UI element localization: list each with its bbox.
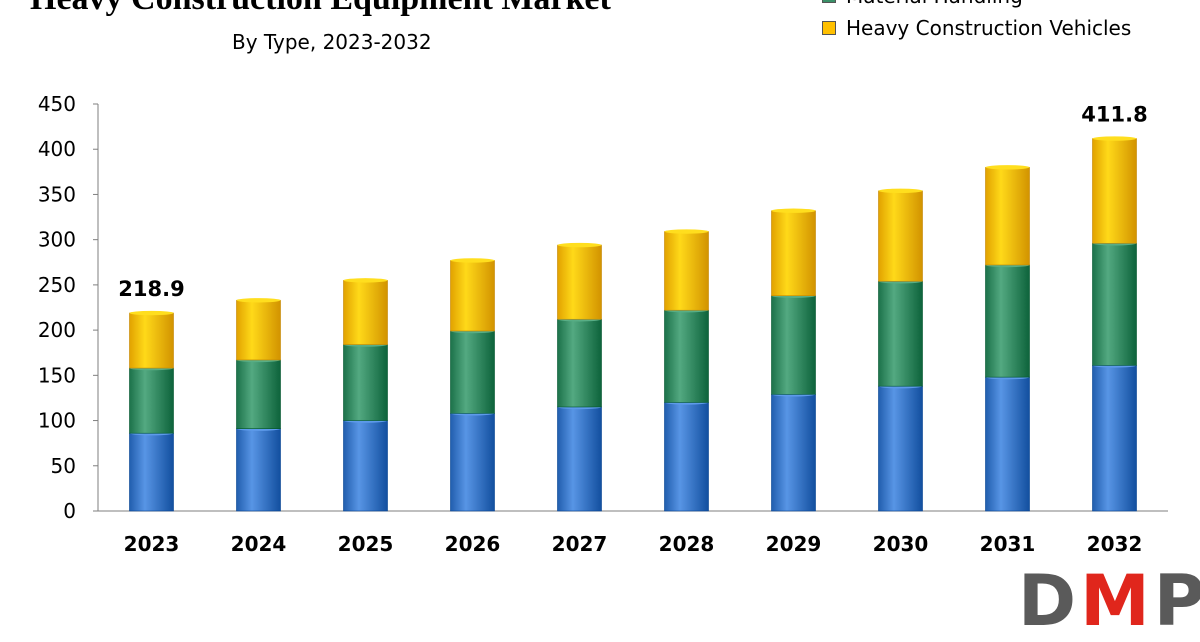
bar-2028-series-1	[664, 309, 709, 403]
bar-cap-2029-series-2	[771, 208, 816, 213]
bar-cap-2024-series-2	[236, 298, 281, 303]
x-tick-label-2027: 2027	[552, 532, 608, 556]
y-tick-label-150: 150	[38, 363, 76, 387]
bar-2029-series-2	[771, 210, 816, 297]
x-tick-label-2026: 2026	[445, 532, 501, 556]
y-tick-label-400: 400	[38, 137, 76, 161]
bar-2026-series-0	[450, 413, 495, 512]
bar-2028-series-2	[664, 231, 709, 311]
y-tick-label-0: 0	[63, 499, 76, 523]
legend-swatch-heavy-construction-vehicles	[822, 21, 836, 35]
bar-2025-series-0	[343, 420, 388, 512]
bar-2024-series-2	[236, 299, 281, 361]
legend-item-heavy-construction-vehicles: Heavy Construction Vehicles	[822, 12, 1131, 44]
logo-letter-d: D	[1018, 560, 1081, 642]
y-tick-label-100: 100	[38, 409, 76, 433]
bar-2028-series-0	[664, 402, 709, 512]
bar-2025-series-1	[343, 344, 388, 421]
bar-2023-series-2	[129, 312, 174, 369]
y-tick-label-350: 350	[38, 182, 76, 206]
bar-2031-series-0	[985, 376, 1030, 512]
x-tick-label-2031: 2031	[980, 532, 1036, 556]
bar-2027-series-1	[557, 318, 602, 408]
bar-2032-series-2	[1092, 138, 1137, 244]
y-tick-label-450: 450	[38, 92, 76, 116]
legend-label-material-handling: Material Handling	[846, 0, 1023, 8]
bar-cap-2031-series-2	[985, 165, 1030, 170]
bar-2030-series-1	[878, 280, 923, 387]
legend-swatch-material-handling	[822, 0, 836, 3]
bar-2030-series-0	[878, 385, 923, 512]
y-tick-label-50: 50	[51, 454, 76, 478]
bar-cap-2028-series-2	[664, 229, 709, 234]
legend: Material Handling Heavy Construction Veh…	[822, 0, 1131, 44]
y-tick-label-250: 250	[38, 273, 76, 297]
x-tick-label-2024: 2024	[231, 532, 287, 556]
bar-cap-2023-series-2	[129, 310, 174, 316]
data-label-2032: 411.8	[1081, 103, 1147, 127]
x-tick-label-2030: 2030	[873, 532, 929, 556]
bar-cap-2027-series-2	[557, 242, 602, 248]
legend-label-heavy-construction-vehicles: Heavy Construction Vehicles	[846, 16, 1132, 40]
bar-2032-series-1	[1092, 242, 1137, 366]
bar-chart: 0 50 100 150 200 250 300 350 400 450 2023 2024 2025 2…	[38, 92, 1168, 556]
bar-cap-2025-series-2	[343, 278, 388, 283]
chart-subtitle: By Type, 2023-2032	[232, 30, 432, 54]
logo-letter-p: P	[1153, 560, 1200, 642]
x-tick-label-2025: 2025	[338, 532, 394, 556]
bar-2026-series-2	[450, 260, 495, 332]
chart-title: Heavy Construction Equipment Market	[30, 0, 611, 18]
bar-2030-series-2	[878, 190, 923, 282]
x-tick-label-2032: 2032	[1087, 532, 1143, 556]
bar-2027-series-0	[557, 406, 602, 512]
bar-cap-2032-series-2	[1092, 136, 1137, 141]
logo-letter-m: M	[1080, 560, 1154, 642]
x-tick-label-2028: 2028	[659, 532, 715, 556]
bar-cap-2026-series-2	[450, 258, 495, 263]
x-tick-label-2029: 2029	[766, 532, 822, 556]
bar-cap-2030-series-2	[878, 188, 923, 194]
bar-2025-series-2	[343, 280, 388, 345]
bar-2023-series-0	[129, 432, 174, 512]
bar-2029-series-1	[771, 295, 816, 395]
bar-2026-series-1	[450, 330, 495, 414]
bar-2032-series-0	[1092, 365, 1137, 512]
legend-item-material-handling: Material Handling	[822, 0, 1131, 12]
company-logo: DMP	[1018, 560, 1200, 642]
bar-2027-series-2	[557, 244, 602, 320]
data-label-2023: 218.9	[118, 277, 184, 301]
y-tick-label-200: 200	[38, 318, 76, 342]
bar-2024-series-0	[236, 428, 281, 512]
bar-2031-series-1	[985, 264, 1030, 378]
bar-2031-series-2	[985, 167, 1030, 266]
bar-2024-series-1	[236, 359, 281, 429]
bar-2029-series-0	[771, 394, 816, 512]
bar-2023-series-1	[129, 367, 174, 434]
y-tick-label-300: 300	[38, 228, 76, 252]
x-tick-label-2023: 2023	[124, 532, 180, 556]
